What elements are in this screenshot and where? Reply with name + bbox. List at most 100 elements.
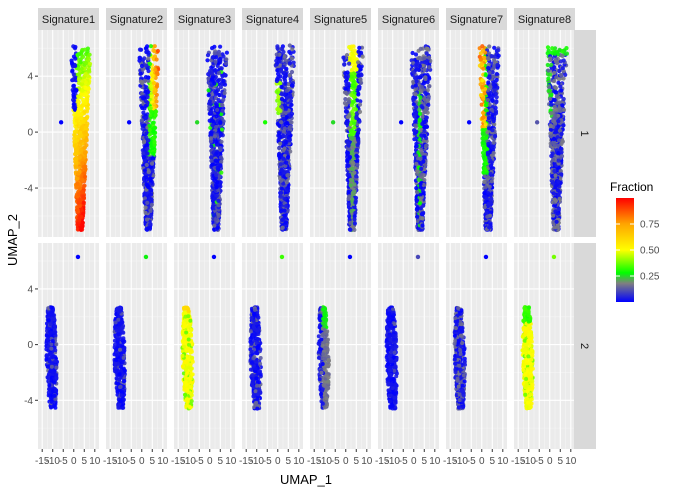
scatter-points — [112, 305, 127, 410]
x-tick-label: 5 — [149, 456, 155, 467]
panel-signature8-row2 — [514, 243, 575, 449]
legend-title: Fraction — [610, 180, 653, 194]
facet-strip-signature7: Signature7 — [446, 8, 507, 30]
x-tick-label: -10 — [181, 456, 196, 467]
x-tick-label: 10 — [565, 456, 577, 467]
y-axis: -4 0 4 -4 0 4 — [24, 72, 38, 407]
column-strips: Signature1 Signature2 Signature3 Signature4… — [38, 8, 575, 30]
scatter-points — [341, 44, 365, 233]
panel-signature8-row1 — [514, 30, 575, 237]
x-tick-label: 0 — [139, 456, 145, 467]
facet-strip-signature6: Signature6 — [378, 8, 439, 30]
panel-signature2-row2 — [106, 243, 167, 449]
outlier-point — [330, 120, 336, 125]
facet-strip-signature3: Signature3 — [174, 8, 235, 30]
x-tick-label: -5 — [535, 456, 544, 467]
facet-strip-label: Signature2 — [110, 14, 163, 26]
scatter-points — [545, 45, 570, 233]
x-tick-label: 5 — [217, 456, 223, 467]
panel-signature7-row2 — [446, 243, 507, 449]
x-tick-label: -5 — [263, 456, 272, 467]
panel-signature5-row1 — [310, 30, 371, 237]
scatter-points — [44, 305, 59, 410]
x-tick-label: -5 — [331, 456, 340, 467]
scatter-points — [477, 44, 501, 232]
facet-strip-label: Signature6 — [382, 14, 435, 26]
y-tick-label: 4 — [27, 284, 33, 295]
scatter-points — [248, 305, 263, 411]
x-tick-label: -15 — [239, 456, 254, 467]
row-strip-label: 2 — [578, 343, 590, 349]
x-tick-label: -15 — [511, 456, 526, 467]
facet-strip-label: Signature8 — [518, 14, 571, 26]
row-strip-2: 2 — [574, 243, 596, 449]
scatter-points — [520, 305, 535, 411]
scatter-points — [409, 44, 433, 232]
scatter-points — [316, 305, 331, 410]
x-tick-label: 5 — [489, 456, 495, 467]
x-tick-label: -15 — [35, 456, 50, 467]
outlier-point — [551, 254, 557, 260]
y-tick-label: 0 — [27, 128, 33, 139]
scatter-points — [137, 44, 161, 232]
facet-strip-label: Signature1 — [42, 14, 95, 26]
scatter-points — [69, 44, 93, 232]
x-tick-label: 0 — [275, 456, 281, 467]
x-tick-label: -10 — [45, 456, 60, 467]
outlier-point — [279, 254, 285, 260]
panel-signature4-row2 — [242, 243, 303, 449]
panel-signature6-row1 — [378, 30, 439, 237]
facet-strip-signature8: Signature8 — [514, 8, 575, 30]
panel-signature7-row1 — [446, 30, 507, 237]
panel-signature5-row2 — [310, 243, 371, 449]
x-tick-label: -10 — [113, 456, 128, 467]
x-tick-label: -5 — [399, 456, 408, 467]
x-tick-label: -15 — [375, 456, 390, 467]
outlier-point — [58, 120, 64, 125]
x-tick-label: 10 — [293, 456, 305, 467]
outlier-point — [415, 254, 421, 260]
scatter-points — [180, 305, 195, 411]
outlier-point — [126, 120, 132, 125]
panel-signature2-row1 — [106, 30, 167, 237]
legend-tick-label: 0.50 — [640, 246, 660, 257]
x-tick-label: -15 — [307, 456, 322, 467]
facet-strip-label: Signature7 — [450, 14, 503, 26]
facet-panels — [38, 30, 575, 449]
x-tick-label: 5 — [285, 456, 291, 467]
row-strip-1: 1 — [574, 30, 596, 237]
panel-signature3-row1 — [174, 30, 235, 237]
x-tick-label: 0 — [343, 456, 349, 467]
x-tick-label: 10 — [225, 456, 237, 467]
x-tick-label: -5 — [127, 456, 136, 467]
row-strip-label: 1 — [578, 130, 590, 136]
scatter-points — [205, 44, 229, 232]
y-tick-label: -4 — [24, 184, 33, 195]
x-tick-label: -10 — [317, 456, 332, 467]
x-tick-label: 10 — [157, 456, 169, 467]
x-tick-label: -5 — [59, 456, 68, 467]
x-tick-label: 0 — [71, 456, 77, 467]
x-tick-label: 0 — [547, 456, 553, 467]
outlier-point — [143, 254, 149, 260]
x-tick-label: 10 — [89, 456, 101, 467]
panel-signature6-row2 — [378, 243, 439, 449]
panel-signature3-row2 — [174, 243, 235, 449]
legend-colorbar — [616, 198, 634, 302]
outlier-point — [75, 254, 81, 260]
x-tick-label: -5 — [467, 456, 476, 467]
x-tick-label: 10 — [361, 456, 373, 467]
outlier-point — [262, 120, 268, 125]
x-tick-label: -5 — [195, 456, 204, 467]
scatter-points — [273, 43, 296, 232]
facet-strip-signature5: Signature5 — [310, 8, 371, 30]
x-tick-label: -10 — [249, 456, 264, 467]
x-tick-label: 5 — [353, 456, 359, 467]
facet-strip-label: Signature4 — [246, 14, 299, 26]
x-tick-label: -10 — [521, 456, 536, 467]
x-tick-label: 5 — [557, 456, 563, 467]
y-tick-label: 0 — [27, 340, 33, 351]
panel-signature1-row1 — [38, 30, 99, 237]
x-tick-label: 0 — [411, 456, 417, 467]
